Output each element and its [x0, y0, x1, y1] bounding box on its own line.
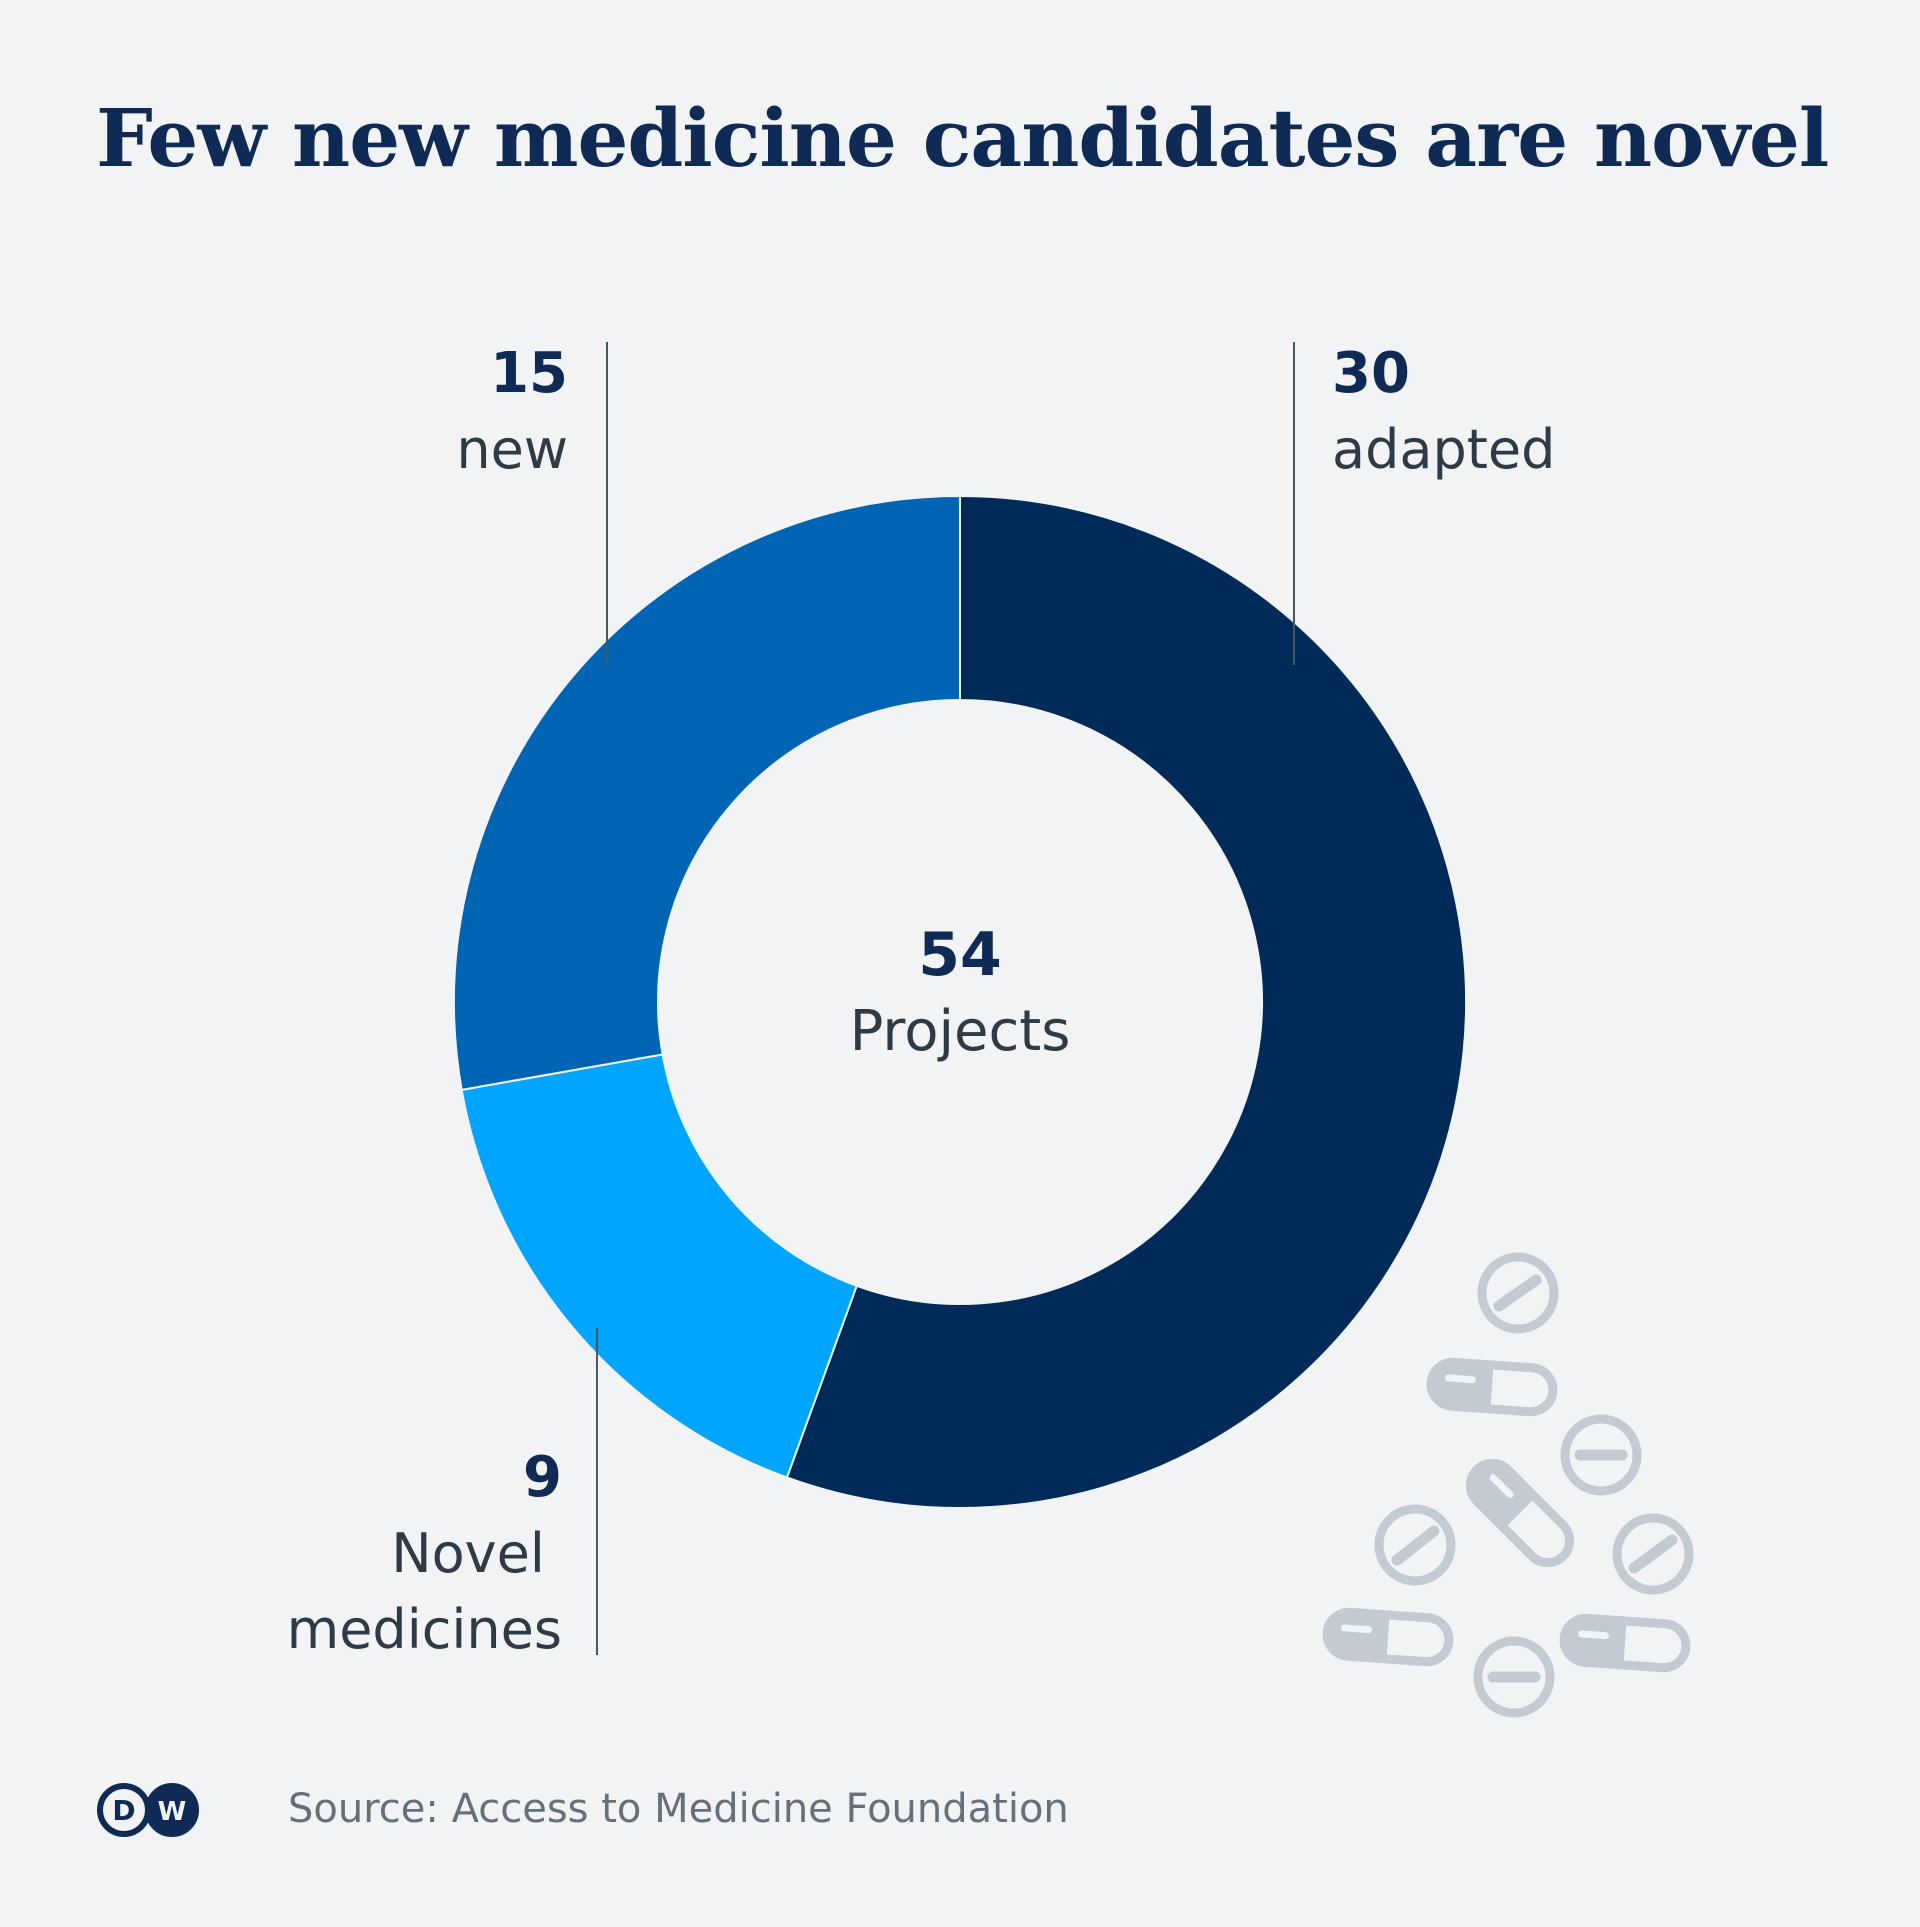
pill-icon: [1374, 1504, 1456, 1586]
label-text-new: new: [456, 418, 568, 481]
pill-icon: [1612, 1513, 1694, 1595]
capsule-icon: [1559, 1613, 1691, 1673]
center-total: 54: [918, 920, 1002, 990]
label-value-adapted: 30: [1332, 341, 1410, 406]
label-value-new: 15: [490, 341, 568, 406]
dw-logo: D W: [97, 1783, 199, 1837]
svg-text:D: D: [112, 1794, 135, 1827]
svg-text:W: W: [158, 1797, 187, 1827]
pill-icon: [1560, 1414, 1642, 1496]
source-note: Source: Access to Medicine Foundation: [288, 1786, 1069, 1832]
pill-icon: [1473, 1636, 1555, 1718]
donut-slice-adapted: [785, 494, 1467, 1509]
center-label: Projects: [850, 999, 1071, 1064]
donut-slices: [453, 494, 1467, 1509]
pill-icon: [1477, 1252, 1559, 1334]
label-text-adapted: adapted: [1332, 418, 1555, 481]
chart-title: Few new medicine candidates are novel: [96, 91, 1829, 185]
capsule-icon: [1426, 1357, 1558, 1417]
pill-decoration: [1322, 1252, 1694, 1718]
donut-slice-new: [453, 494, 961, 1092]
capsule-icon: [1322, 1607, 1454, 1667]
label-text-novel-line2: medicines: [287, 1598, 562, 1661]
label-text-novel: Novel medicines: [287, 1522, 562, 1661]
label-value-novel: 9: [523, 1445, 562, 1510]
label-text-novel-line1: Novel: [391, 1522, 545, 1585]
capsule-icon: [1465, 1458, 1575, 1568]
donut-slice-novel-medicines: [460, 1053, 858, 1479]
